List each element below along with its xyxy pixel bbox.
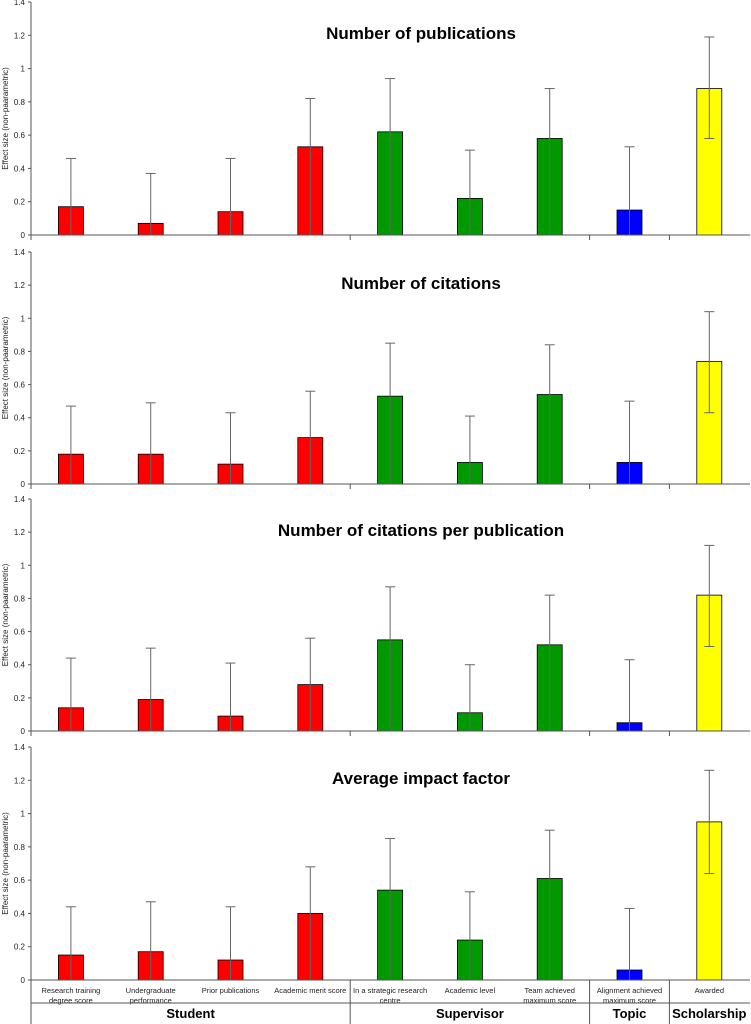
x-category-label: maximum score xyxy=(523,996,576,1005)
y-tick-label: 1.4 xyxy=(14,495,26,504)
y-tick-label: 0.4 xyxy=(14,909,26,918)
y-tick-label: 1.4 xyxy=(14,248,26,257)
chart-panel-1: 0 0.2 0.4 0.6 0.8 1 1.2 1.4 Effect size (non-paa… xyxy=(1,0,750,240)
y-axis-title: Effect size (non-paarametric) xyxy=(1,67,10,170)
y-tick-label: 0 xyxy=(21,480,26,489)
y-axis-title: Effect size (non-paarametric) xyxy=(1,563,10,666)
chart-title: Number of publications xyxy=(326,24,516,43)
y-tick-label: 0.2 xyxy=(14,198,26,207)
x-category-label: Academic merit score xyxy=(274,986,346,995)
x-category-label: In a strategic research xyxy=(353,986,427,995)
chart-panel-3: 0 0.2 0.4 0.6 0.8 1 1.2 1.4 Effect size (non-paa… xyxy=(1,495,750,736)
y-tick-label: 0 xyxy=(21,231,26,240)
group-label-student: Student xyxy=(166,1006,215,1021)
y-tick-label: 0 xyxy=(21,976,26,985)
y-tick-label: 0.6 xyxy=(14,876,26,885)
group-label-supervisor: Supervisor xyxy=(436,1006,504,1021)
y-tick-label: 1.4 xyxy=(14,0,26,7)
x-category-label: Research training xyxy=(42,986,101,995)
chart-title: Average impact factor xyxy=(332,769,510,788)
y-tick-label: 0.2 xyxy=(14,694,26,703)
y-tick-label: 0.8 xyxy=(14,98,26,107)
y-tick-label: 0.4 xyxy=(14,164,26,173)
y-tick-label: 0.8 xyxy=(14,347,26,356)
group-label-topic: Topic xyxy=(613,1006,647,1021)
y-tick-label: 0.8 xyxy=(14,843,26,852)
x-category-label: centre xyxy=(380,996,401,1005)
y-tick-label: 1.2 xyxy=(14,281,26,290)
chart-title: Number of citations per publication xyxy=(278,521,564,540)
chart-panel-2: 0 0.2 0.4 0.6 0.8 1 1.2 1.4 Effect size (non-paa… xyxy=(1,248,750,489)
chart-panel-4: 0 0.2 0.4 0.6 0.8 1 1.2 1.4 Effect size (non-paa… xyxy=(1,743,750,1024)
x-category-label: Prior publications xyxy=(202,986,260,995)
x-category-label: degree score xyxy=(49,996,93,1005)
y-tick-label: 1.2 xyxy=(14,528,26,537)
y-tick-label: 0.2 xyxy=(14,943,26,952)
x-category-label: Alignment achieved xyxy=(597,986,662,995)
x-category-label: maximum score xyxy=(603,996,656,1005)
x-category-label: Awarded xyxy=(695,986,724,995)
y-tick-label: 1 xyxy=(21,65,26,74)
group-label-scholarship: Scholarship xyxy=(672,1006,746,1021)
x-category-label: performance xyxy=(130,996,172,1005)
y-tick-label: 1 xyxy=(21,561,26,570)
y-tick-label: 0.6 xyxy=(14,381,26,390)
y-tick-label: 0.4 xyxy=(14,661,26,670)
y-tick-label: 1.4 xyxy=(14,743,26,752)
chart-title: Number of citations xyxy=(341,274,501,293)
y-tick-label: 0.6 xyxy=(14,131,26,140)
y-axis-title: Effect size (non-paarametric) xyxy=(1,316,10,419)
y-tick-label: 0.8 xyxy=(14,594,26,603)
x-category-label: Academic level xyxy=(445,986,496,995)
y-tick-label: 0.2 xyxy=(14,447,26,456)
y-tick-label: 1 xyxy=(21,314,26,323)
y-tick-label: 0 xyxy=(21,727,26,736)
x-category-label: Team achieved xyxy=(524,986,574,995)
y-tick-label: 0.4 xyxy=(14,414,26,423)
y-axis-title: Effect size (non-paarametric) xyxy=(1,812,10,915)
y-tick-label: 0.6 xyxy=(14,628,26,637)
y-tick-label: 1.2 xyxy=(14,776,26,785)
y-tick-label: 1 xyxy=(21,810,26,819)
y-tick-label: 1.2 xyxy=(14,31,26,40)
x-category-label: Undergraduate xyxy=(126,986,176,995)
